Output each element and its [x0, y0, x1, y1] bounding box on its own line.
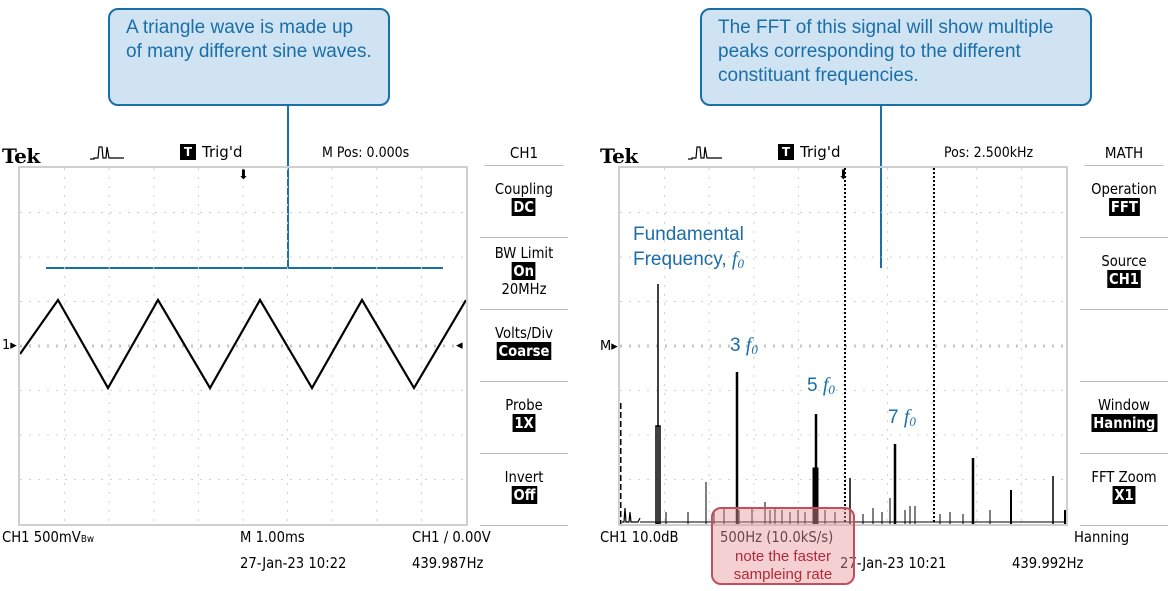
timebase: M 1.00ms — [240, 528, 305, 546]
menu-item-operation[interactable]: Operation FFT — [1080, 166, 1168, 238]
menu-item-bw-limit[interactable]: BW Limit On 20MHz — [480, 238, 568, 310]
trigger-badge: T — [180, 144, 196, 160]
trigger-position-arrow-icon: ⬇ — [238, 168, 249, 183]
ch1-side-menu: CH1 Coupling DC BW Limit On 20MHz Volts/… — [476, 140, 572, 526]
menu-item-window[interactable]: Window Hanning — [1080, 382, 1168, 454]
fundamental-frequency-label: Fundamental Frequency, f0 — [633, 224, 744, 271]
acquisition-waveform-icon — [688, 146, 722, 160]
callout-bracket — [46, 267, 443, 269]
menu-item-fft-zoom[interactable]: FFT Zoom X1 — [1080, 454, 1168, 526]
triangle-waveform — [20, 297, 466, 391]
waveform-graticule — [18, 166, 468, 526]
menu-item-empty — [1080, 310, 1168, 382]
channel-scale: CH1 500mVBw — [2, 528, 95, 546]
fft-position: Pos: 2.500kHz — [944, 145, 1034, 161]
trigger-text: Trig'd — [800, 143, 841, 161]
fft-spectrum — [620, 284, 1066, 524]
brand-logo: Tek — [2, 144, 40, 168]
trigger-level-arrow-icon: ◂ — [456, 338, 463, 353]
channel-1-marker[interactable]: 1▸ — [2, 338, 17, 353]
trigger-frequency: 439.992Hz — [1012, 554, 1084, 572]
callout-fft: The FFT of this signal will show multipl… — [700, 8, 1092, 106]
left-scope-screen: Tek T Trig'd M Pos: 0.000s 1▸ ⬇ ◂ CH1 — [0, 140, 580, 591]
menu-item-volts-div[interactable]: Volts/Div Coarse — [480, 310, 568, 382]
bw-limit-indicator: Bw — [80, 534, 95, 545]
trigger-readout: CH1 ∕ 0.00V — [412, 528, 491, 546]
fft-graticule — [618, 166, 1068, 526]
datetime: 27-Jan-23 10:22 — [240, 554, 347, 572]
trigger-status: T Trig'd — [180, 143, 242, 161]
acquisition-waveform-icon — [90, 146, 124, 160]
trigger-frequency: 439.987Hz — [412, 554, 484, 572]
trigger-text: Trig'd — [202, 143, 243, 161]
callout-triangle-wave: A triangle wave is made up of many diffe… — [108, 8, 390, 106]
horizontal-position: M Pos: 0.000s — [322, 145, 410, 161]
math-marker[interactable]: M▸ — [600, 339, 618, 354]
fft-span: 500Hz (10.0kS/s) — [720, 528, 834, 546]
right-scope-screen: Tek T Trig'd Pos: 2.500kHz — [598, 140, 1176, 591]
trigger-badge: T — [778, 144, 794, 160]
fft-scale: CH1 10.0dB — [600, 528, 679, 546]
menu-item-invert[interactable]: Invert Off — [480, 454, 568, 526]
harmonic-3-label: 3 f0 — [730, 334, 758, 357]
callout-text: The FFT of this signal will show multipl… — [718, 17, 1054, 86]
harmonic-7-label: 7 f0 — [888, 406, 916, 429]
fft-window: Hanning — [1074, 528, 1130, 546]
menu-title: CH1 — [484, 140, 564, 166]
menu-title: MATH — [1084, 140, 1164, 166]
brand-logo: Tek — [600, 144, 638, 168]
menu-item-source[interactable]: Source CH1 — [1080, 238, 1168, 310]
sampling-rate-highlight — [711, 507, 855, 585]
sampling-rate-note: note the faster sampleing rate — [733, 548, 833, 583]
trigger-status: T Trig'd — [778, 143, 840, 161]
callout-text: A triangle wave is made up of many diffe… — [126, 17, 372, 62]
menu-item-probe[interactable]: Probe 1X — [480, 382, 568, 454]
callout-connector — [880, 106, 882, 268]
harmonic-5-label: 5 f0 — [807, 374, 835, 397]
datetime: 27-Jan-23 10:21 — [840, 554, 947, 572]
trigger-position-arrow-icon: ⬇ — [838, 168, 849, 183]
menu-item-coupling[interactable]: Coupling DC — [480, 166, 568, 238]
math-side-menu: MATH Operation FFT Source CH1 Window Han… — [1076, 140, 1172, 526]
